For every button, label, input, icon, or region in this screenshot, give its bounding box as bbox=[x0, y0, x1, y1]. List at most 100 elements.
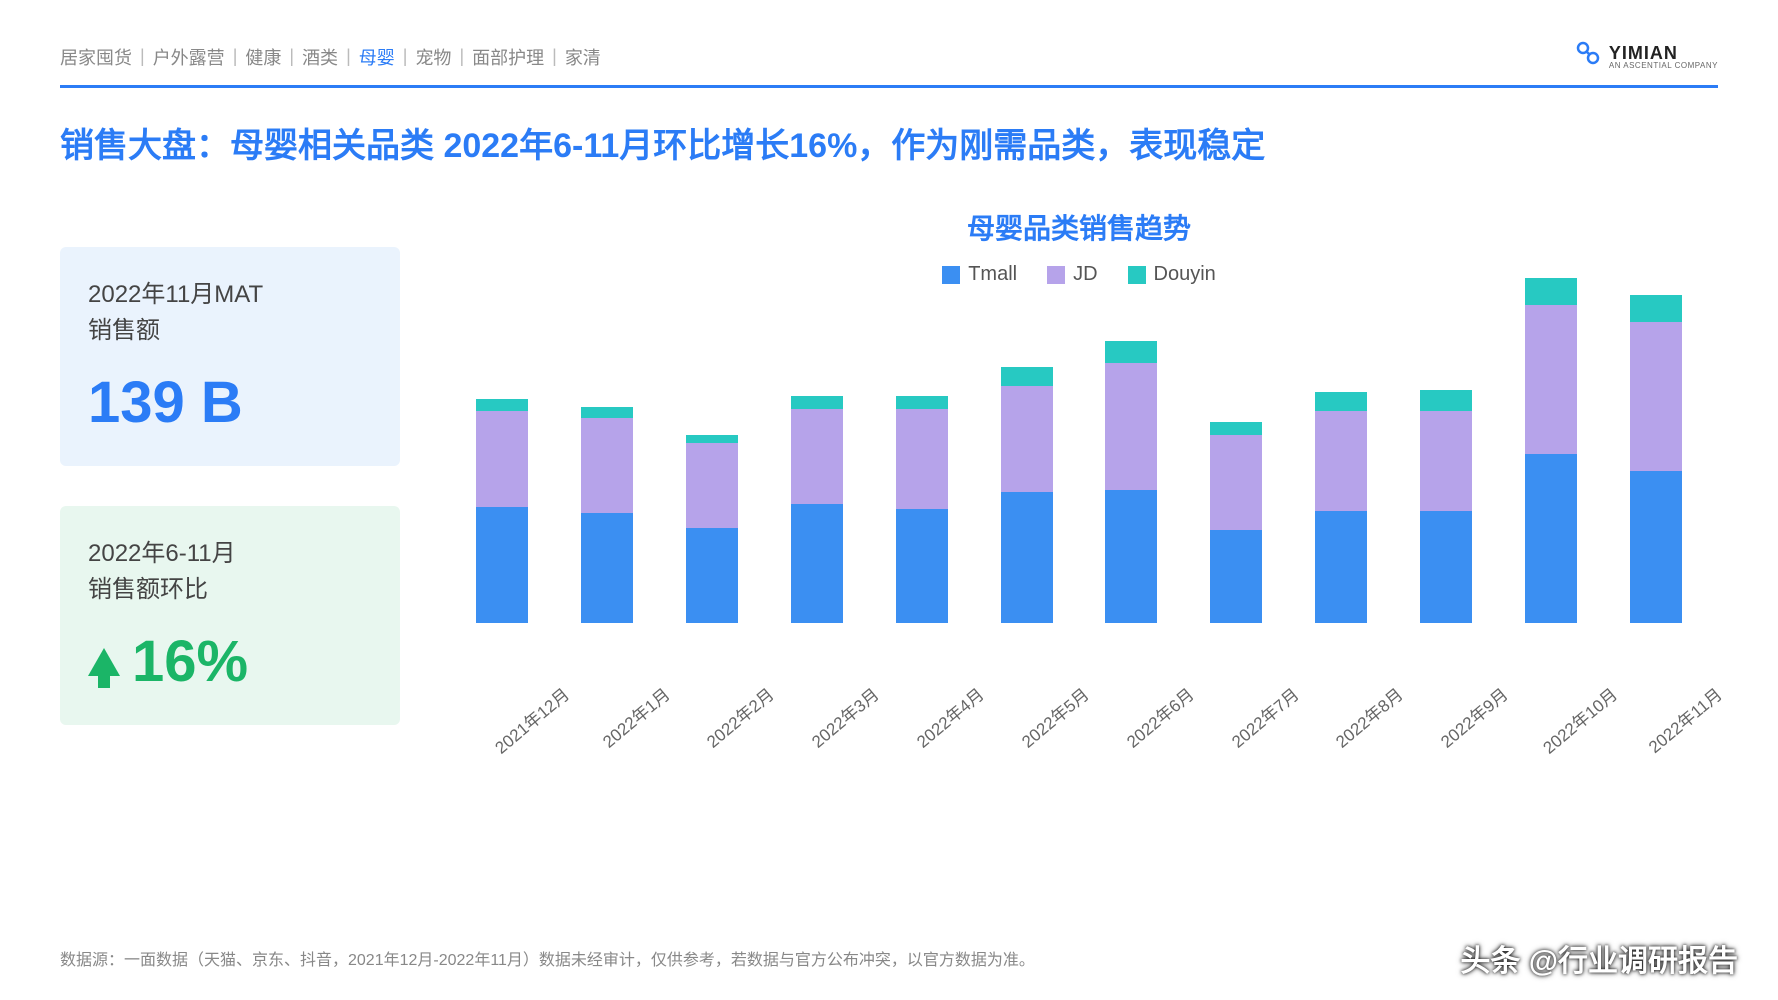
bar-segment bbox=[1105, 363, 1157, 490]
nav-item[interactable]: 母婴 bbox=[359, 44, 395, 70]
bar-column: 2022年8月 bbox=[1297, 392, 1385, 666]
page-title: 销售大盘：母婴相关品类 2022年6-11月环比增长16%，作为刚需品类，表现稳… bbox=[60, 118, 1718, 167]
bar-segment bbox=[686, 435, 738, 443]
bar-segment bbox=[1210, 435, 1262, 530]
bar-stack bbox=[1105, 341, 1157, 623]
bar-column: 2022年2月 bbox=[668, 435, 756, 666]
logo-mark-icon bbox=[1575, 40, 1601, 73]
credit-watermark: 头条 @行业调研报告 bbox=[1460, 936, 1738, 980]
bar-column: 2022年3月 bbox=[773, 396, 861, 666]
bar-segment bbox=[1315, 392, 1367, 411]
kpi-value: 139 B bbox=[88, 369, 372, 436]
nav-items: 居家囤货 | 户外露营 | 健康 | 酒类 | 母婴 | 宠物 | 面部护理 | 家清 bbox=[60, 44, 601, 70]
nav-item[interactable]: 酒类 bbox=[302, 44, 338, 70]
legend-swatch bbox=[942, 266, 960, 284]
bar-segment bbox=[476, 411, 528, 506]
legend-swatch bbox=[1047, 266, 1065, 284]
kpi-cards: 2022年11月MAT 销售额 139 B 2022年6-11月 销售额环比 1… bbox=[60, 247, 400, 946]
bar-column: 2022年1月 bbox=[563, 407, 651, 666]
bar-column: 2022年7月 bbox=[1192, 422, 1280, 666]
bar-segment bbox=[1001, 386, 1053, 492]
bar-segment bbox=[686, 528, 738, 623]
legend-item: Tmall bbox=[942, 263, 1017, 286]
chart-legend: Tmall JD Douyin bbox=[942, 263, 1216, 286]
nav-separator: | bbox=[459, 46, 464, 67]
bar-segment bbox=[791, 396, 843, 409]
bar-stack bbox=[791, 396, 843, 623]
bar-segment bbox=[581, 513, 633, 623]
header-divider bbox=[60, 85, 1718, 88]
bar-segment bbox=[1105, 341, 1157, 362]
kpi-value-text: 16% bbox=[132, 628, 248, 695]
kpi-card-mat: 2022年11月MAT 销售额 139 B bbox=[60, 247, 400, 466]
bar-segment bbox=[581, 418, 633, 513]
legend-item: JD bbox=[1047, 263, 1097, 286]
arrow-up-icon bbox=[88, 648, 120, 676]
kpi-value: 16% bbox=[88, 628, 372, 695]
kpi-label: 2022年11月MAT 销售额 bbox=[88, 277, 372, 349]
nav-item[interactable]: 面部护理 bbox=[472, 44, 544, 70]
bar-segment bbox=[791, 504, 843, 623]
bar-segment bbox=[1001, 367, 1053, 386]
nav-item[interactable]: 宠物 bbox=[415, 44, 451, 70]
legend-item: Douyin bbox=[1128, 263, 1216, 286]
bar-column: 2022年5月 bbox=[983, 367, 1071, 666]
bar-segment bbox=[1315, 511, 1367, 623]
kpi-card-growth: 2022年6-11月 销售额环比 16% bbox=[60, 506, 400, 725]
bar-stack bbox=[1001, 367, 1053, 623]
bar-stack bbox=[686, 435, 738, 623]
bar-segment bbox=[1105, 490, 1157, 623]
nav-separator: | bbox=[552, 46, 557, 67]
nav-item[interactable]: 户外露营 bbox=[153, 44, 225, 70]
bar-stack bbox=[1630, 295, 1682, 623]
nav-item[interactable]: 居家囤货 bbox=[60, 44, 132, 70]
bar-column: 2022年9月 bbox=[1402, 390, 1490, 666]
bar-stack bbox=[896, 396, 948, 623]
bar-segment bbox=[581, 407, 633, 418]
bar-segment bbox=[1210, 422, 1262, 435]
chart-plot: 2021年12月2022年1月2022年2月2022年3月2022年4月2022… bbox=[440, 306, 1718, 946]
nav-separator: | bbox=[140, 46, 145, 67]
bar-column: 2022年6月 bbox=[1087, 341, 1175, 666]
bar-segment bbox=[896, 396, 948, 409]
bar-segment bbox=[1315, 411, 1367, 511]
bar-stack bbox=[1525, 278, 1577, 623]
bar-column: 2022年11月 bbox=[1612, 295, 1700, 666]
nav-item[interactable]: 健康 bbox=[245, 44, 281, 70]
nav-separator: | bbox=[233, 46, 238, 67]
nav-separator: | bbox=[289, 46, 294, 67]
legend-label: Douyin bbox=[1154, 263, 1216, 286]
bar-segment bbox=[476, 399, 528, 412]
bar-stack bbox=[476, 399, 528, 623]
kpi-label-line2: 销售额 bbox=[88, 317, 160, 344]
bar-stack bbox=[1210, 422, 1262, 623]
bar-segment bbox=[896, 509, 948, 623]
bar-column: 2021年12月 bbox=[458, 399, 546, 666]
nav-separator: | bbox=[403, 46, 408, 67]
bar-segment bbox=[1630, 322, 1682, 470]
bar-segment bbox=[1525, 454, 1577, 623]
legend-label: Tmall bbox=[968, 263, 1017, 286]
bar-segment bbox=[1525, 305, 1577, 453]
bar-segment bbox=[896, 409, 948, 509]
nav-separator: | bbox=[346, 46, 351, 67]
kpi-label-line2: 销售额环比 bbox=[88, 576, 208, 603]
legend-label: JD bbox=[1073, 263, 1097, 286]
chart-title: 母婴品类销售趋势 bbox=[967, 207, 1191, 247]
nav-item[interactable]: 家清 bbox=[565, 44, 601, 70]
kpi-label-line1: 2022年6-11月 bbox=[88, 540, 236, 567]
bar-column: 2022年10月 bbox=[1507, 278, 1595, 666]
bar-segment bbox=[1420, 390, 1472, 411]
bar-stack bbox=[581, 407, 633, 623]
logo: YIMIAN AN ASCENTIAL COMPANY bbox=[1575, 40, 1718, 73]
bar-column: 2022年4月 bbox=[878, 396, 966, 666]
logo-tagline: AN ASCENTIAL COMPANY bbox=[1609, 62, 1718, 70]
logo-brand: YIMIAN bbox=[1609, 44, 1718, 62]
bar-segment bbox=[1210, 530, 1262, 623]
top-nav: 居家囤货 | 户外露营 | 健康 | 酒类 | 母婴 | 宠物 | 面部护理 | 家清 YIMIAN AN … bbox=[60, 40, 1718, 73]
legend-swatch bbox=[1128, 266, 1146, 284]
bar-stack bbox=[1420, 390, 1472, 623]
bar-segment bbox=[1630, 471, 1682, 623]
bar-segment bbox=[476, 507, 528, 623]
bar-stack bbox=[1315, 392, 1367, 623]
